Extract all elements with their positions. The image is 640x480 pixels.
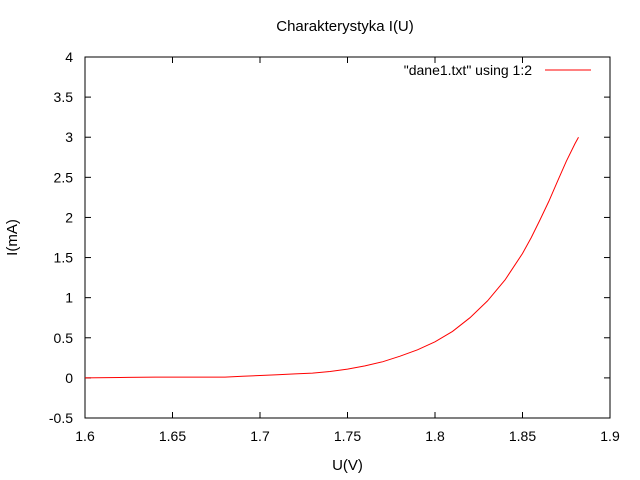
legend: "dane1.txt" using 1:2 [404,62,591,78]
y-axis-title: I(mA) [4,219,21,256]
y-tick-label: -0.5 [49,410,73,426]
legend-label: "dane1.txt" using 1:2 [404,62,532,78]
y-tick-label: 3.5 [54,89,74,105]
series-line [84,136,579,379]
x-tick-label: 1.75 [334,428,361,444]
x-axis-title: U(V) [332,457,363,474]
y-tick-label: 0 [65,370,73,386]
y-tick-label: 4 [65,49,73,65]
x-tick-label: 1.6 [75,428,95,444]
chart-title: Charakterystyka I(U) [276,18,414,35]
x-tick-label: 1.7 [250,428,270,444]
y-tick-label: 1.5 [54,250,74,266]
x-tick-label: 1.65 [159,428,186,444]
y-tick-label: 0.5 [54,330,74,346]
x-tick-label: 1.85 [509,428,536,444]
x-tick-label: 1.8 [425,428,445,444]
series-layer [84,136,579,379]
y-tick-label: 2 [65,209,73,225]
y-tick-label: 2.5 [54,169,74,185]
y-tick-label: 1 [65,290,73,306]
x-tick-label: 1.9 [600,428,620,444]
y-tick-label: 3 [65,129,73,145]
axis-ticks: 1.6 1.65 1.7 1.75 1.8 1.85 1.9 -0.5 0 0.5 1 1.5 2 2.5… [49,49,620,444]
